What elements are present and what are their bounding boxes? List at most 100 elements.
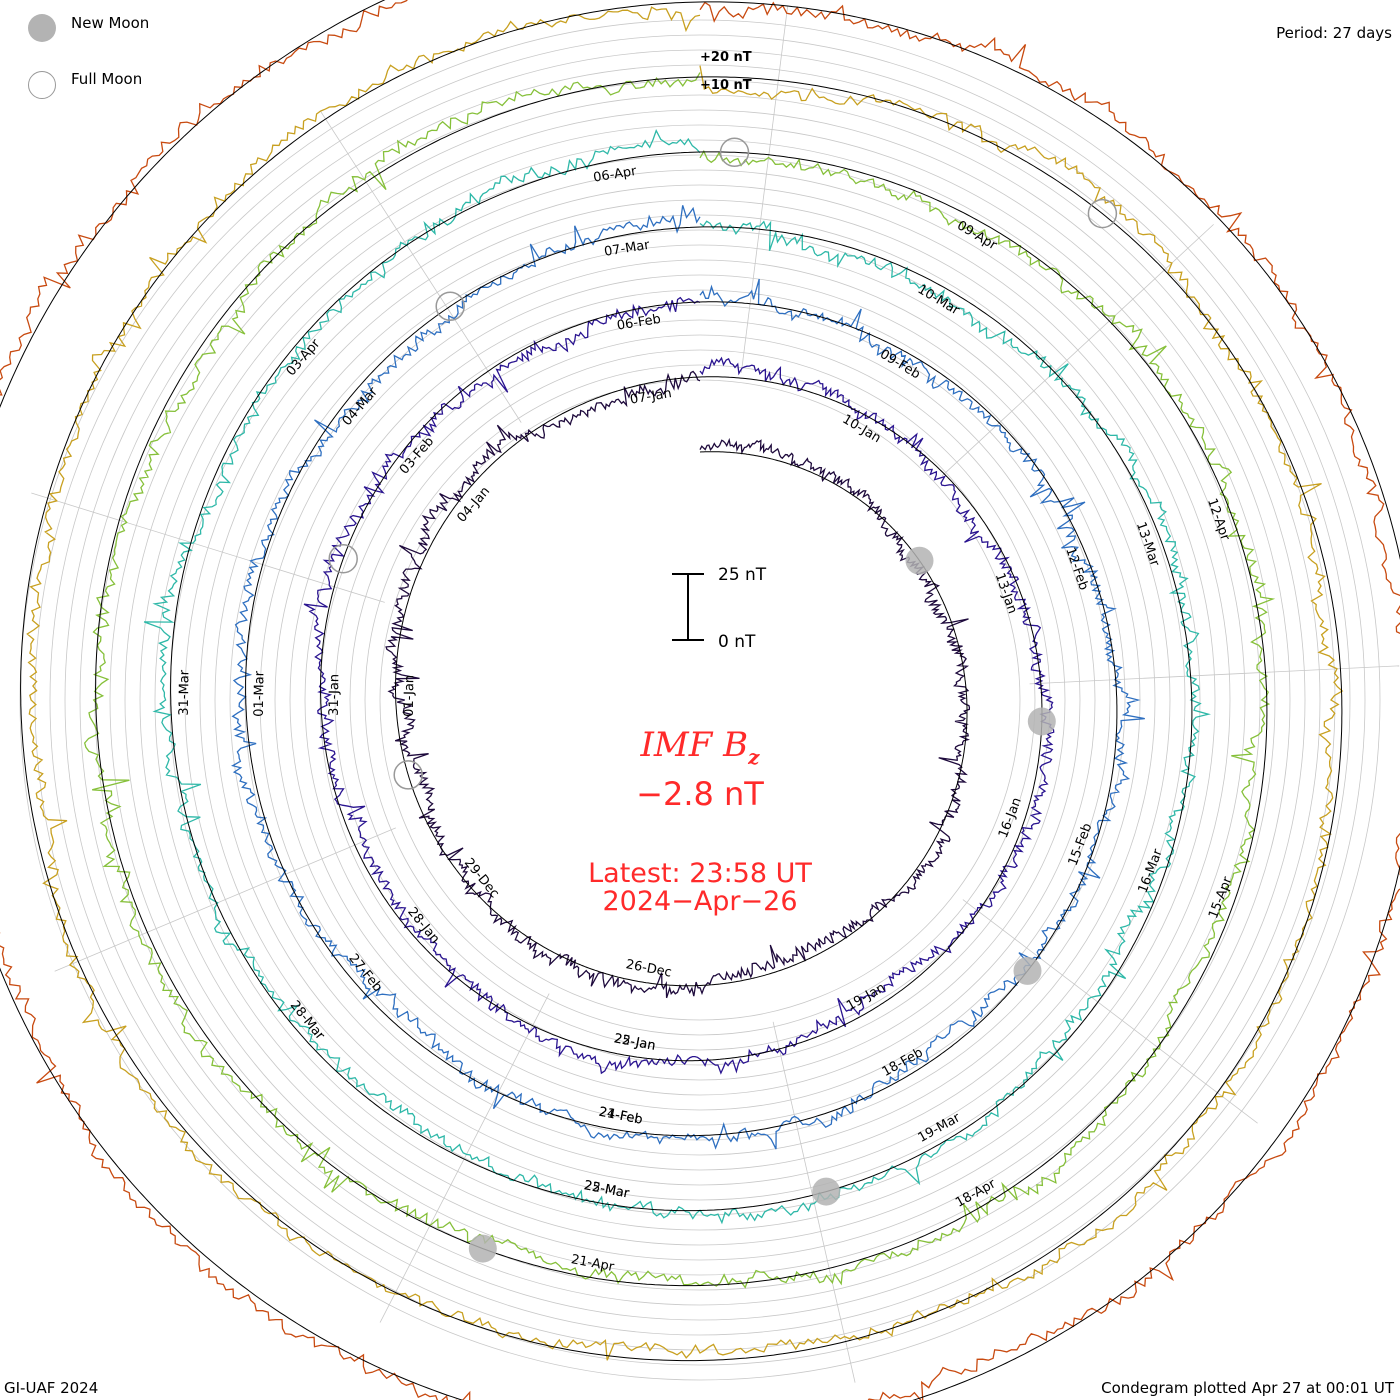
grid-ring (334, 334, 1066, 1066)
latest-date: 2024−Apr−26 (602, 886, 798, 917)
new-moon-label: New Moon (71, 14, 150, 32)
date-label: 16-Jan (996, 796, 1025, 841)
date-label: 06-Feb (616, 312, 662, 334)
day-spokes (31, 5, 1400, 1383)
day-spoke (962, 899, 1258, 1124)
grid-ring (109, 109, 1291, 1291)
date-label: 25-Jan (613, 1031, 657, 1054)
grid-ring (274, 274, 1126, 1126)
new-moon-marker (468, 1234, 497, 1263)
grid-ring (19, 19, 1381, 1381)
grid-ring (169, 169, 1231, 1231)
date-label: 18-Apr (953, 1176, 999, 1211)
series-revolution-2 (230, 205, 1145, 1150)
grid-ring (349, 349, 1051, 1051)
grid-ring (124, 124, 1276, 1276)
full-moon-label: Full Moon (71, 70, 143, 88)
day-spoke (941, 224, 1214, 477)
date-label: 29-Dec (461, 856, 502, 901)
parameter-title: IMF Bz (500, 725, 900, 769)
grid-ring (289, 289, 1111, 1111)
full-moon-marker (719, 137, 750, 168)
credit-label: GI-UAF 2024 (4, 1379, 99, 1397)
grid-ring (379, 379, 1021, 1021)
grid-ring (64, 64, 1336, 1336)
scale-bar-bottom-label: 0 nT (718, 632, 756, 652)
date-label: 19-Jan (844, 980, 888, 1014)
full-moon-marker (393, 760, 423, 790)
date-label: 27-Feb (345, 951, 385, 995)
date-label: 16-Mar (1136, 847, 1167, 896)
current-value: −2.8 nT (636, 775, 764, 813)
day-spoke (54, 827, 396, 972)
grid-ring (244, 244, 1156, 1156)
ring-label-plus20: +20 nT (700, 50, 752, 65)
date-label: 13-Jan (992, 571, 1020, 616)
grid-ring (214, 214, 1186, 1186)
grid-ring (319, 319, 1081, 1081)
grid-ring (184, 184, 1216, 1216)
baseline-revolution-1 (320, 301, 1043, 1062)
scale-bar: 25 nT 0 nT (672, 565, 767, 652)
baseline-revolution-3 (170, 151, 1193, 1212)
grid-ring (304, 304, 1096, 1096)
full-moon-marker (435, 291, 465, 322)
new-moon-marker (905, 546, 934, 575)
grid-ring (229, 229, 1171, 1171)
baseline-revolution-2 (245, 226, 1118, 1137)
day-spoke (379, 993, 550, 1323)
plot-timestamp: Condegram plotted Apr 27 at 00:01 UT (1101, 1379, 1394, 1397)
series-revolution-1 (303, 296, 1055, 1075)
new-moon-icon (28, 14, 56, 42)
date-label: 31-Jan (327, 674, 343, 716)
new-moon-marker (812, 1177, 841, 1206)
grid-ring (49, 49, 1351, 1351)
scale-bar-top-label: 25 nT (718, 565, 767, 585)
date-label: 07-Mar (603, 238, 651, 260)
date-label: 13-Mar (1133, 520, 1162, 569)
date-label: 18-Feb (880, 1045, 926, 1080)
date-label: 24-Feb (597, 1105, 643, 1128)
date-label: 19-Mar (916, 1110, 964, 1146)
full-moon-marker (328, 543, 358, 574)
date-label: 26-Dec (625, 957, 673, 980)
date-label: 06-Apr (592, 164, 638, 186)
grid-ring (79, 79, 1321, 1321)
day-spoke (740, 5, 789, 373)
new-moon-marker (1013, 956, 1042, 985)
parameter-sub: z (748, 744, 760, 769)
date-label: 01-Mar (252, 670, 268, 717)
new-moon-marker (1027, 707, 1056, 736)
date-label: 12-Feb (1062, 546, 1091, 593)
moon-markers (328, 137, 1118, 1263)
date-label: 15-Apr (1206, 874, 1236, 921)
grid-ring (259, 259, 1141, 1141)
date-label: 04-Jan (454, 484, 493, 526)
latest-time: Latest: 23:58 UT (588, 858, 812, 889)
baseline-revolution-5 (20, 1, 1343, 1362)
grid-ring (154, 154, 1246, 1246)
grid-ring (364, 364, 1036, 1036)
day-spoke (772, 1021, 856, 1383)
ring-label-plus10: +10 nT (700, 78, 752, 93)
series-revolution-5 (26, 6, 1344, 1361)
full-moon-marker (1087, 198, 1118, 229)
full-moon-icon (28, 71, 56, 99)
day-spoke (320, 111, 522, 423)
date-label: 15-Feb (1066, 821, 1096, 868)
grid-ring (139, 139, 1261, 1261)
day-spoke (31, 492, 385, 603)
baseline-revolution-4 (95, 76, 1268, 1287)
date-label: 25-Mar (583, 1178, 631, 1201)
grid-ring (199, 199, 1201, 1201)
parameter-main: IMF B (640, 725, 749, 765)
date-label: 31-Mar (177, 669, 193, 716)
date-label: 01-Jan (402, 675, 418, 717)
date-label: 07-Jan (629, 386, 673, 408)
grid-ring (34, 34, 1366, 1366)
